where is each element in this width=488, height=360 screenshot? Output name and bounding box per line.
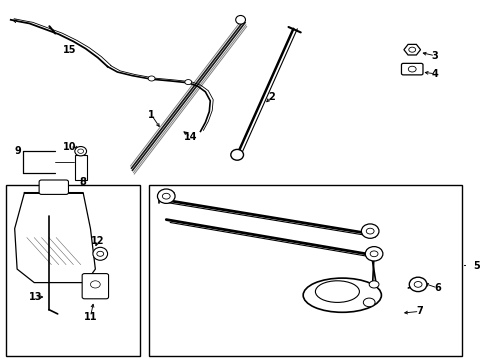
Ellipse shape — [157, 189, 175, 203]
Text: 4: 4 — [431, 69, 438, 79]
Ellipse shape — [162, 193, 170, 199]
FancyBboxPatch shape — [401, 63, 422, 75]
Ellipse shape — [361, 224, 378, 238]
Bar — [149, 185, 461, 356]
Ellipse shape — [363, 298, 374, 307]
Ellipse shape — [97, 251, 103, 256]
Ellipse shape — [413, 282, 421, 287]
Text: 1: 1 — [148, 110, 155, 120]
Ellipse shape — [148, 76, 155, 81]
FancyBboxPatch shape — [39, 180, 68, 194]
Text: 10: 10 — [63, 141, 77, 152]
Ellipse shape — [408, 277, 426, 292]
Ellipse shape — [407, 66, 415, 72]
Text: 13: 13 — [28, 292, 42, 302]
Ellipse shape — [303, 278, 381, 312]
Ellipse shape — [90, 281, 100, 288]
Ellipse shape — [235, 15, 245, 24]
Bar — [6, 185, 140, 356]
Text: 5: 5 — [472, 261, 479, 271]
Text: 8: 8 — [80, 177, 86, 187]
Text: 11: 11 — [83, 312, 97, 322]
Text: 12: 12 — [91, 236, 104, 246]
Ellipse shape — [78, 149, 83, 153]
Ellipse shape — [366, 228, 373, 234]
Ellipse shape — [75, 147, 86, 156]
Text: 15: 15 — [62, 45, 76, 55]
Ellipse shape — [365, 247, 382, 261]
FancyBboxPatch shape — [82, 274, 108, 299]
Ellipse shape — [408, 47, 415, 52]
Ellipse shape — [230, 149, 243, 160]
Ellipse shape — [368, 281, 378, 288]
Text: 2: 2 — [267, 92, 274, 102]
Text: 14: 14 — [183, 132, 197, 142]
Ellipse shape — [93, 247, 107, 260]
Text: 9: 9 — [14, 146, 21, 156]
Ellipse shape — [184, 80, 191, 85]
Text: 6: 6 — [433, 283, 440, 293]
Bar — [75, 155, 86, 180]
Text: 7: 7 — [415, 306, 422, 316]
Ellipse shape — [369, 251, 377, 257]
Ellipse shape — [315, 281, 359, 302]
Text: 3: 3 — [431, 51, 438, 61]
